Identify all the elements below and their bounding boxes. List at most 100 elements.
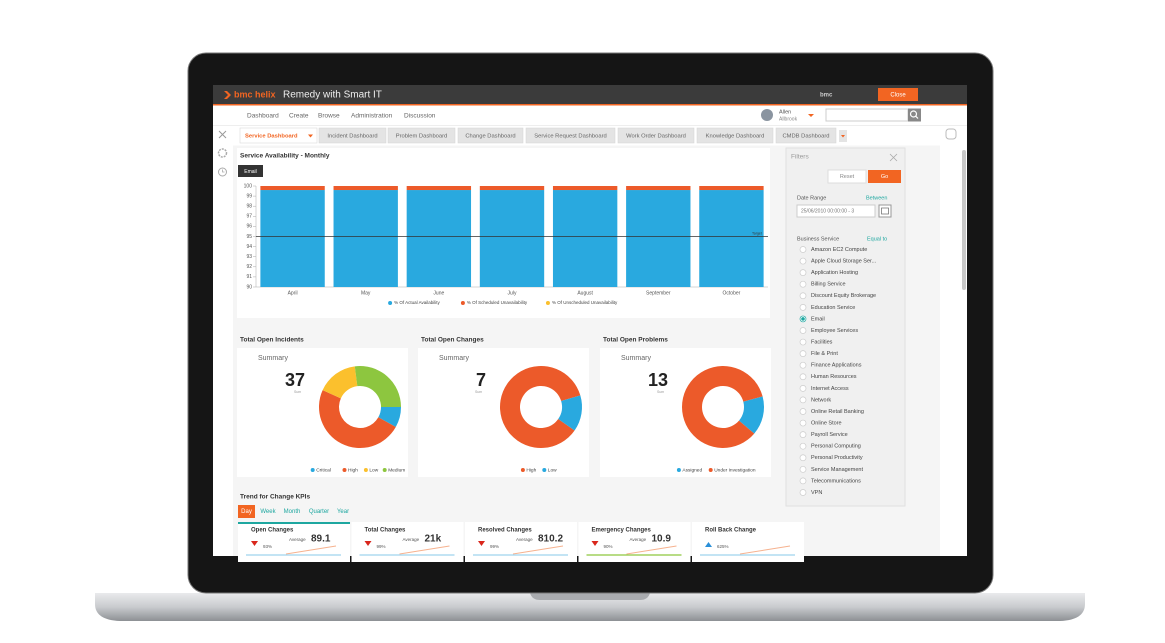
- nav-item[interactable]: Discussion: [404, 113, 436, 120]
- donut-slice: [354, 366, 401, 407]
- date-input[interactable]: [796, 204, 876, 218]
- service-radio[interactable]: [799, 280, 807, 288]
- service-option[interactable]: Discount Equity Brokerage: [811, 293, 876, 299]
- service-option[interactable]: Network: [811, 397, 831, 403]
- service-option[interactable]: Billing Service: [811, 282, 846, 288]
- filters-close[interactable]: [889, 153, 898, 162]
- service-radio[interactable]: [799, 361, 807, 369]
- service-option[interactable]: Apple Cloud Storage Ser...: [811, 259, 877, 265]
- service-option[interactable]: File & Print: [811, 351, 838, 357]
- service-option[interactable]: Facilities: [811, 340, 833, 346]
- service-option[interactable]: Finance Applications: [811, 363, 862, 369]
- service-radio[interactable]: [799, 304, 807, 311]
- service-radio[interactable]: [799, 246, 807, 253]
- service-radio[interactable]: [799, 489, 807, 496]
- service-option[interactable]: Internet Access: [811, 386, 849, 392]
- tab[interactable]: [525, 127, 616, 144]
- service-operator[interactable]: Equal to: [867, 236, 887, 242]
- close-icon[interactable]: [218, 130, 227, 139]
- service-radio[interactable]: [799, 269, 807, 276]
- tab-label: Work Order Dashboard: [626, 134, 686, 140]
- service-radio[interactable]: [799, 338, 807, 346]
- search-box[interactable]: [825, 108, 909, 122]
- legend-swatch: [676, 468, 681, 472]
- service-radio[interactable]: [799, 327, 807, 334]
- service-radio[interactable]: [799, 396, 807, 404]
- period-tab[interactable]: Quarter: [309, 509, 329, 515]
- service-option[interactable]: Human Resources: [811, 374, 857, 380]
- period-tab-active[interactable]: [238, 505, 255, 518]
- period-tab[interactable]: Month: [284, 509, 301, 515]
- date-operator[interactable]: Between: [866, 195, 887, 201]
- nav-item[interactable]: Browse: [318, 113, 340, 120]
- tab[interactable]: [387, 127, 456, 144]
- bar-segment: [406, 190, 472, 287]
- email-button[interactable]: [238, 165, 263, 177]
- nav-item[interactable]: Create: [289, 113, 309, 120]
- calendar-button[interactable]: [878, 204, 892, 218]
- service-option[interactable]: Telecommunications: [811, 478, 861, 484]
- service-option[interactable]: Online Retail Banking: [811, 409, 864, 415]
- tab[interactable]: [696, 127, 774, 144]
- service-radio[interactable]: [799, 350, 807, 357]
- kpi-name: Resolved Changes: [478, 528, 532, 534]
- kpi-sparkline: [512, 545, 564, 555]
- donut-slice: [682, 366, 763, 449]
- kpi-trend-arrow: [478, 541, 485, 546]
- legend-label: High: [348, 467, 358, 473]
- service-radio[interactable]: [799, 442, 807, 450]
- user-menu-caret[interactable]: [808, 114, 814, 117]
- bar-segment: [333, 190, 398, 287]
- service-option[interactable]: Education Service: [811, 305, 855, 311]
- tab[interactable]: [775, 127, 837, 144]
- close-button[interactable]: [878, 88, 918, 101]
- tab[interactable]: [457, 127, 524, 144]
- service-radio[interactable]: [799, 431, 807, 438]
- x-tick-label: September: [646, 290, 671, 296]
- settings-icon[interactable]: [217, 148, 228, 158]
- service-option[interactable]: VPN: [811, 490, 822, 496]
- user-avatar[interactable]: [761, 109, 773, 121]
- service-option[interactable]: Amazon EC2 Compute: [811, 247, 867, 253]
- go-button[interactable]: [868, 170, 901, 183]
- search-button[interactable]: [908, 108, 921, 122]
- service-radio[interactable]: [799, 408, 807, 415]
- period-tab[interactable]: Week: [260, 509, 276, 515]
- service-radio[interactable]: [799, 384, 807, 392]
- chat-icon[interactable]: [945, 128, 957, 140]
- service-option[interactable]: Application Hosting: [811, 270, 858, 276]
- service-option[interactable]: Employee Services: [811, 328, 858, 334]
- service-radio[interactable]: [799, 373, 807, 381]
- service-radio[interactable]: [799, 419, 807, 427]
- tab-label: Problem Dashboard: [396, 134, 448, 140]
- period-tab[interactable]: Year: [337, 509, 349, 515]
- service-radio[interactable]: [799, 257, 807, 265]
- tab[interactable]: [318, 127, 387, 144]
- service-option[interactable]: Payroll Service: [811, 432, 848, 438]
- service-radio[interactable]: [799, 465, 807, 473]
- service-radio[interactable]: [799, 292, 807, 300]
- header-accent: [213, 104, 967, 106]
- kpi-average-label: Average: [630, 537, 647, 542]
- tab[interactable]: [239, 127, 318, 144]
- nav-item[interactable]: Dashboard: [247, 113, 279, 120]
- service-radio[interactable]: [799, 454, 807, 462]
- service-radio[interactable]: [799, 477, 807, 485]
- logo-icon: [224, 91, 231, 99]
- service-option[interactable]: Email: [811, 316, 825, 322]
- period-tab[interactable]: Day: [241, 509, 252, 515]
- scrollbar[interactable]: [962, 150, 966, 290]
- kpi-sparkline: [739, 545, 791, 555]
- service-option[interactable]: Personal Computing: [811, 444, 861, 450]
- service-option[interactable]: Personal Productivity: [811, 455, 863, 461]
- tab[interactable]: [617, 127, 695, 144]
- service-radio-dot: [801, 317, 805, 321]
- reset-button[interactable]: [827, 169, 867, 184]
- nav-item[interactable]: Administration: [351, 113, 393, 120]
- donut-title: Total Open Problems: [603, 337, 668, 344]
- service-option[interactable]: Online Store: [811, 421, 842, 427]
- service-option[interactable]: Service Management: [811, 467, 863, 473]
- app-name: Remedy with Smart IT: [283, 90, 382, 101]
- history-icon[interactable]: [218, 167, 227, 177]
- history-icon: [222, 169, 225, 173]
